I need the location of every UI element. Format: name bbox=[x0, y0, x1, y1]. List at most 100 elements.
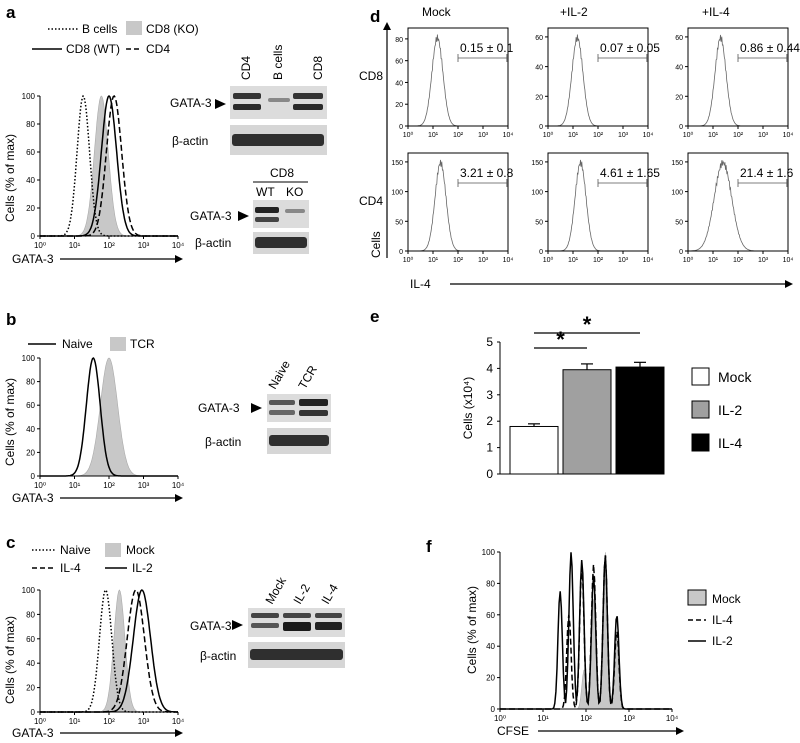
x-tick-label: 10³ bbox=[138, 481, 150, 490]
plot-frame bbox=[687, 152, 789, 252]
blot-a2-row-actin: β-actin bbox=[195, 236, 231, 250]
band bbox=[255, 207, 279, 213]
curve-il-2 bbox=[500, 552, 672, 710]
x-tick-label: 10⁴ bbox=[503, 132, 514, 139]
legend-a-cd4: CD4 bbox=[146, 42, 170, 56]
blot-b-lane-naive: Naive bbox=[265, 358, 293, 392]
legend-f-il4: IL-4 bbox=[712, 613, 733, 627]
blot-a1-row-gata3: GATA-3 bbox=[170, 96, 212, 110]
x-tick-label: 10⁴ bbox=[172, 241, 185, 250]
y-axis-label-a: Cells (% of max) bbox=[3, 134, 17, 222]
x-tick-label: 10⁰ bbox=[494, 714, 506, 723]
percentage-label: 0.07 ± 0.05 bbox=[600, 41, 660, 55]
legend-swatch-il-2 bbox=[691, 400, 710, 419]
blot-b-lane-tcr: TCR bbox=[295, 363, 320, 392]
column-label-il4: +IL-4 bbox=[702, 5, 730, 19]
bar-chart-e: Cells (x10⁴) 0 1 2 3 4 5 * * Mock IL-2 IL-4 bbox=[461, 312, 752, 481]
x-tick-label: 10¹ bbox=[428, 257, 439, 264]
y-tick-label: 80 bbox=[26, 378, 35, 387]
panel-c: c Naive Mock IL-4 IL-2 Cells (% of max) … bbox=[3, 533, 345, 740]
x-tick-label: 10⁰ bbox=[34, 241, 46, 250]
blot-a1-lane-cd8: CD8 bbox=[311, 56, 325, 80]
blot-b-row-gata3: GATA-3 bbox=[198, 401, 240, 415]
histogram-grid-d: 10⁰ 10¹ 10² 10³ 10⁴ 0 20 40 60 80 0.15 ± 0.1 10⁰ 10¹… bbox=[391, 27, 800, 264]
y-tick-label: 0 bbox=[539, 124, 543, 131]
panel-a: a B cells CD8 (KO) CD8 (WT) CD4 Cells (%… bbox=[3, 3, 327, 266]
legend-b-tcr: TCR bbox=[130, 337, 155, 351]
y-tick-label: 80 bbox=[26, 120, 35, 129]
histogram-a: 10⁰ 10¹ 10² 10³ 10⁴ 0 20 40 60 80 100 bbox=[22, 92, 185, 250]
y-tick-label: 2 bbox=[486, 414, 493, 428]
x-tick-label: 10² bbox=[453, 132, 464, 139]
y-tick-label: 40 bbox=[395, 80, 403, 87]
y-tick-label: 60 bbox=[26, 635, 35, 644]
y-tick-label: 100 bbox=[22, 92, 36, 101]
y-tick-label: 20 bbox=[535, 94, 543, 101]
bar-mock bbox=[509, 425, 559, 475]
y-tick-label: 40 bbox=[26, 659, 35, 668]
x-tick-label: 10¹ bbox=[69, 717, 81, 726]
y-tick-label: 50 bbox=[395, 219, 403, 226]
x-tick-label: 10³ bbox=[758, 257, 769, 264]
y-tick-label: 0 bbox=[539, 249, 543, 256]
y-tick-label: 60 bbox=[486, 611, 495, 620]
histogram-cd8-il-2: 10⁰ 10¹ 10² 10³ 10⁴ 0 20 40 60 0.07 ± 0.05 bbox=[535, 27, 660, 139]
y-tick-label: 40 bbox=[26, 425, 35, 434]
x-tick-label: 10³ bbox=[138, 717, 150, 726]
band bbox=[233, 104, 261, 110]
western-blot-b: Naive TCR GATA-3 β-actin bbox=[198, 358, 331, 454]
histogram-c: 10⁰ 10¹ 10² 10³ 10⁴ 0 20 40 60 80 100 bbox=[22, 586, 185, 726]
blot-a1-gata3-strip bbox=[230, 86, 327, 119]
legend-a-bcells: B cells bbox=[82, 22, 117, 36]
row-label-cd4: CD4 bbox=[359, 194, 383, 208]
y-tick-label: 1 bbox=[486, 441, 493, 455]
blot-c-row-gata3: GATA-3 bbox=[190, 619, 232, 633]
x-tick-label: 10³ bbox=[618, 257, 629, 264]
panel-label-d: d bbox=[370, 7, 380, 26]
x-tick-label: 10² bbox=[103, 717, 115, 726]
y-tick-label: 80 bbox=[395, 37, 403, 44]
histogram-cd8-mock: 10⁰ 10¹ 10² 10³ 10⁴ 0 20 40 60 80 0.15 ± 0.1 bbox=[395, 27, 514, 139]
histogram-f: 10⁰ 10¹ 10² 10³ 10⁴ 0 20 40 60 80 100 bbox=[482, 548, 679, 723]
x-tick-label: 10¹ bbox=[428, 132, 439, 139]
legend-c-naive: Naive bbox=[60, 543, 91, 557]
plot-frame bbox=[407, 27, 509, 127]
legend-swatch-filled bbox=[126, 21, 142, 35]
band bbox=[299, 399, 328, 406]
y-tick-label: 0 bbox=[399, 249, 403, 256]
x-tick-label: 10¹ bbox=[568, 132, 579, 139]
legend-label-e: IL-2 bbox=[718, 402, 742, 418]
legend-swatch-filled bbox=[110, 337, 126, 351]
histogram-cd4-il-4: 10⁰ 10¹ 10² 10³ 10⁴ 0 50 100 150 21.4 ± 1.6 bbox=[671, 152, 794, 264]
y-tick-label: 60 bbox=[395, 59, 403, 66]
y-tick-label: 40 bbox=[535, 65, 543, 72]
x-tick-label: 10⁴ bbox=[783, 132, 794, 139]
significance-star: * bbox=[583, 312, 592, 337]
column-label-il2: +IL-2 bbox=[560, 5, 588, 19]
legend-c-il2: IL-2 bbox=[132, 561, 153, 575]
x-arrowhead-c bbox=[175, 729, 183, 737]
y-tick-label: 0 bbox=[31, 708, 36, 717]
legend-f-il2: IL-2 bbox=[712, 634, 733, 648]
y-tick-label: 20 bbox=[26, 448, 35, 457]
band bbox=[251, 613, 279, 618]
legend-f-mock: Mock bbox=[712, 592, 742, 606]
y-tick-label: 80 bbox=[26, 610, 35, 619]
x-tick-label: 10⁰ bbox=[683, 131, 694, 139]
x-tick-label: 10² bbox=[103, 241, 115, 250]
histogram-cd4-il-2: 10⁰ 10¹ 10² 10³ 10⁴ 0 50 100 150 4.61 ± 1.65 bbox=[531, 152, 660, 264]
y-tick-label: 60 bbox=[26, 401, 35, 410]
arrow-icon bbox=[251, 403, 262, 413]
band bbox=[251, 623, 279, 628]
x-tick-label: 10² bbox=[593, 132, 604, 139]
panel-d: d Mock +IL-2 +IL-4 CD8 CD4 Cells IL-4 10… bbox=[359, 5, 800, 291]
x-tick-label: 10⁴ bbox=[172, 481, 185, 490]
y-axis-label-d: Cells bbox=[369, 231, 383, 258]
x-tick-label: 10³ bbox=[478, 257, 489, 264]
x-axis-label-d: IL-4 bbox=[410, 277, 431, 291]
band bbox=[299, 410, 328, 416]
y-axis-label-e: Cells (x10⁴) bbox=[461, 377, 475, 440]
percentage-label: 0.86 ± 0.44 bbox=[740, 41, 800, 55]
x-tick-label: 10⁰ bbox=[403, 256, 414, 264]
blot-a2-header: CD8 bbox=[270, 166, 294, 180]
